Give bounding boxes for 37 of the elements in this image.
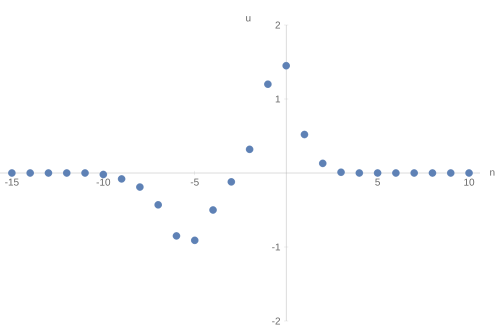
point (8, 169, 16, 177)
y-tick-label: -1 (272, 244, 280, 250)
point (465, 169, 473, 177)
y-tick-label: 2 (275, 22, 280, 28)
y-axis-title: u (246, 16, 250, 22)
point (428, 169, 436, 177)
x-tick-label: -15 (5, 178, 19, 186)
point (410, 169, 418, 177)
point (209, 206, 217, 214)
point (172, 232, 180, 240)
point (118, 175, 126, 183)
point (446, 169, 455, 177)
point (246, 146, 254, 154)
point (154, 201, 162, 209)
point (392, 169, 400, 177)
point (100, 170, 108, 178)
point (318, 160, 327, 168)
point (81, 169, 89, 177)
point (374, 169, 382, 177)
point (282, 62, 290, 70)
x-tick-label: 5 (375, 178, 380, 186)
point (228, 178, 236, 186)
x-tick-label: -10 (96, 178, 110, 186)
x-axis-title: n (490, 170, 494, 176)
point (62, 169, 71, 177)
x-tick-label: 10 (464, 178, 474, 186)
point (44, 169, 52, 177)
point (264, 80, 272, 88)
point (356, 169, 364, 177)
x-tick-label: -5 (190, 178, 199, 186)
y-tick-label: -2 (272, 318, 280, 324)
point (300, 130, 308, 138)
point (190, 236, 199, 244)
point (337, 168, 345, 176)
point (136, 183, 144, 191)
point (26, 169, 34, 177)
y-tick-label: 1 (276, 96, 280, 102)
